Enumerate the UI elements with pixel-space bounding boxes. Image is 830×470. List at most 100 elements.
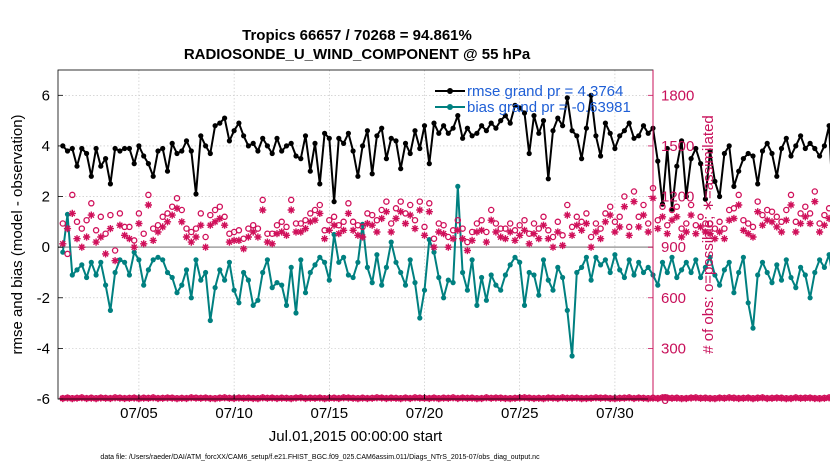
series-0-point-35 (227, 138, 232, 143)
series-0-point-6 (89, 174, 94, 179)
series-1-point-99 (531, 272, 536, 277)
series-0-point-89 (484, 128, 489, 133)
series-1-point-34 (222, 278, 227, 283)
series-0-point-149 (769, 151, 774, 156)
series-1-point-79 (436, 275, 441, 280)
series-0-point-32 (213, 123, 218, 128)
series-1-point-89 (484, 298, 489, 303)
series-1-point-83 (455, 184, 460, 189)
series-0-point-153 (788, 153, 793, 158)
y-right-tick-label-3: 900 (661, 239, 686, 256)
series-0-point-45 (274, 136, 279, 141)
series-0-point-129 (674, 164, 679, 169)
series-1-point-152 (784, 257, 789, 262)
series-0-point-14 (127, 146, 132, 151)
series-1-point-104 (555, 265, 560, 270)
series-0-point-73 (408, 151, 413, 156)
series-0-point-52 (308, 169, 313, 174)
series-1-point-20 (155, 255, 160, 260)
series-0-point-5 (84, 151, 89, 156)
x-tick-label-3: 07/20 (406, 405, 444, 422)
series-0-point-140 (727, 143, 732, 148)
series-0-point-25 (179, 148, 184, 153)
series-1-point-93 (503, 272, 508, 277)
series-0-point-107 (570, 128, 575, 133)
y-axis-label-right: # of obs: o=possible; ∗=assimilated (700, 115, 717, 354)
series-0-point-58 (336, 136, 341, 141)
series-1-point-22 (165, 270, 170, 275)
series-0-point-63 (360, 143, 365, 148)
series-1-point-125 (655, 283, 660, 288)
series-0-point-81 (446, 131, 451, 136)
series-1-point-144 (746, 300, 751, 305)
series-1-point-85 (465, 288, 470, 293)
series-1-point-6 (89, 260, 94, 265)
series-1-point-60 (346, 272, 351, 277)
series-1-point-147 (760, 260, 765, 265)
series-1-point-57 (332, 232, 337, 237)
series-1-point-149 (769, 280, 774, 285)
series-1-point-131 (684, 260, 689, 265)
series-1-point-50 (298, 257, 303, 262)
series-1-point-38 (241, 270, 246, 275)
series-1-point-115 (608, 270, 613, 275)
series-1-point-110 (584, 255, 589, 260)
series-1-point-84 (460, 270, 465, 275)
series-1-point-123 (646, 265, 651, 270)
series-0-point-10 (108, 181, 113, 186)
series-0-point-84 (460, 136, 465, 141)
series-0-point-157 (808, 141, 813, 146)
series-1-point-4 (79, 262, 84, 267)
series-1-point-56 (327, 278, 332, 283)
series-0-point-103 (550, 128, 555, 133)
x-axis-label: Jul.01,2015 00:00:00 start (269, 428, 443, 445)
series-1-point-133 (693, 257, 698, 262)
series-0-point-156 (803, 146, 808, 151)
series-0-point-92 (498, 118, 503, 123)
series-1-point-107 (570, 353, 575, 358)
series-1-point-74 (412, 280, 417, 285)
series-1-point-32 (213, 285, 218, 290)
series-1-point-157 (808, 295, 813, 300)
series-1-point-112 (593, 255, 598, 260)
series-0-point-41 (255, 148, 260, 153)
x-tick-label-1: 07/10 (215, 405, 253, 422)
series-0-point-69 (389, 136, 394, 141)
series-0-point-43 (265, 143, 270, 148)
series-0-point-31 (208, 151, 213, 156)
series-1-point-39 (246, 278, 251, 283)
series-1-point-72 (403, 283, 408, 288)
series-0-point-46 (279, 148, 284, 153)
y-right-tick-label-5: 1500 (661, 138, 694, 155)
y-left-tick-label-1: -4 (37, 340, 50, 357)
y-right-tick-label-4: 1200 (661, 189, 694, 206)
series-0-point-158 (812, 146, 817, 151)
series-0-point-159 (817, 153, 822, 158)
series-0-point-1 (65, 148, 70, 153)
series-1-point-53 (312, 262, 317, 267)
series-0-point-77 (427, 161, 432, 166)
series-0-point-11 (113, 146, 118, 151)
series-1-point-95 (512, 255, 517, 260)
series-0-point-47 (284, 143, 289, 148)
x-tick-label-4: 07/25 (501, 405, 539, 422)
series-1-point-29 (198, 278, 203, 283)
series-0-point-66 (374, 133, 379, 138)
series-1-point-80 (441, 295, 446, 300)
series-1-point-33 (217, 267, 222, 272)
series-1-point-114 (603, 257, 608, 262)
series-1-point-88 (479, 275, 484, 280)
legend-bias-label: bias grand pr = -0.63981 (467, 99, 631, 116)
series-1-point-82 (451, 280, 456, 285)
series-1-point-143 (741, 255, 746, 260)
series-0-point-151 (779, 146, 784, 151)
series-0-point-60 (346, 131, 351, 136)
series-1-point-16 (136, 257, 141, 262)
series-0-point-17 (141, 153, 146, 158)
series-0-point-42 (260, 136, 265, 141)
series-1-point-37 (236, 300, 241, 305)
series-0-point-91 (493, 126, 498, 131)
series-0-point-24 (174, 151, 179, 156)
series-0-point-147 (760, 148, 765, 153)
series-1-point-43 (265, 257, 270, 262)
